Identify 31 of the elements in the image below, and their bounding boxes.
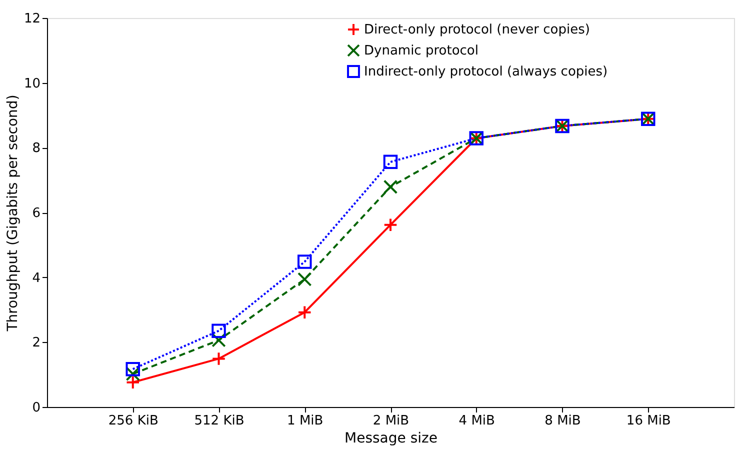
legend-label: Dynamic protocol: [364, 44, 478, 58]
x-axis-title: Message size: [344, 430, 438, 446]
point: [383, 180, 398, 194]
point: [126, 362, 140, 376]
y-tick-label: 10: [24, 76, 40, 92]
y-tick-label: 6: [32, 206, 40, 221]
y-axis-title: Throughput (Gigabits per second): [4, 94, 21, 332]
x-tick-label: 8 MiB: [544, 414, 581, 428]
point: [298, 305, 312, 320]
x-tick-label: 512 KiB: [194, 414, 244, 428]
y-tick-label: 0: [32, 400, 40, 416]
x-tick-label: 16 MiB: [626, 414, 671, 428]
point: [212, 352, 226, 366]
point: [212, 324, 226, 338]
legend-label: Direct-only protocol (never copies): [364, 22, 590, 38]
point: [212, 333, 226, 348]
y-tick-label: 2: [32, 336, 40, 351]
y-tick-label: 12: [24, 12, 40, 26]
point: [298, 254, 312, 269]
point: [383, 154, 398, 170]
point: [126, 366, 140, 382]
point: [298, 272, 312, 286]
x-tick-label: 1 MiB: [287, 414, 324, 428]
x-tick-label: 256 KiB: [108, 414, 158, 428]
y-tick-label: 8: [32, 141, 40, 156]
legend-label: Indirect-only protocol (always copies): [364, 64, 608, 80]
y-tick-label: 4: [32, 270, 40, 286]
point: [126, 375, 140, 390]
x-tick-label: 4 MiB: [458, 414, 495, 428]
x-tick-label: 2 MiB: [372, 414, 410, 428]
point: [383, 218, 398, 232]
